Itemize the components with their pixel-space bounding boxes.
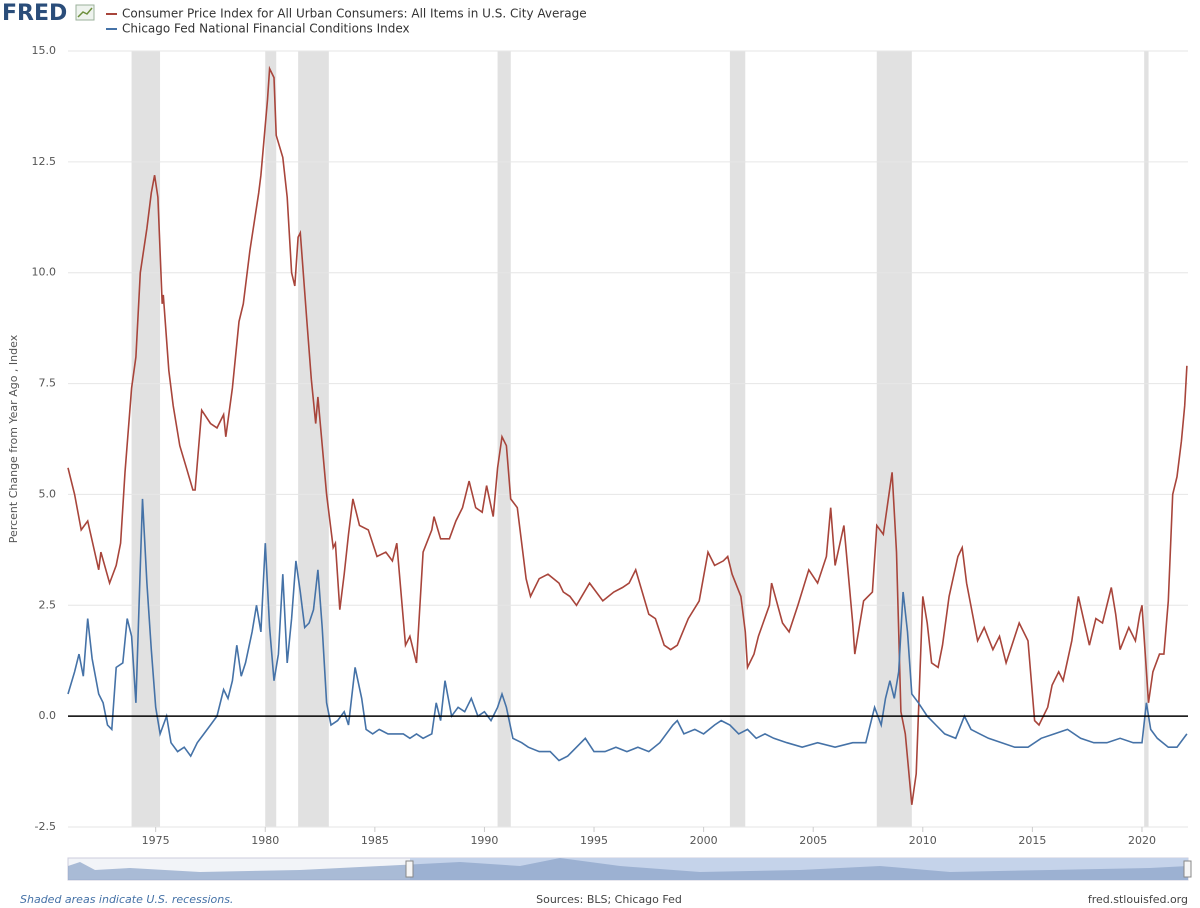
navigator[interactable] [67, 857, 1192, 881]
y-tick-label: 10.0 [32, 266, 57, 279]
series-line [67, 65, 1188, 805]
recession-band [1144, 51, 1149, 827]
y-tick-label: 12.5 [32, 155, 57, 168]
legend-label[interactable]: Consumer Price Index for All Urban Consu… [122, 7, 587, 21]
x-tick-label: 2005 [799, 834, 827, 847]
x-tick-label: 1985 [361, 834, 389, 847]
site-link[interactable]: fred.stlouisfed.org [1088, 893, 1188, 906]
y-tick-label: 5.0 [39, 487, 57, 500]
legend-label[interactable]: Chicago Fed National Financial Condition… [122, 22, 410, 36]
x-tick-label: 1990 [470, 834, 498, 847]
x-tick-label: 1980 [251, 834, 279, 847]
x-tick-label: 2010 [909, 834, 937, 847]
logo[interactable]: FRED [2, 1, 67, 26]
y-axis-title: Percent Change from Year Ago , Index [7, 334, 20, 543]
logo-icon [75, 4, 95, 21]
y-tick-label: 0.0 [39, 709, 57, 722]
x-tick-label: 2020 [1128, 834, 1156, 847]
recession-band [265, 51, 277, 827]
navigator-series [68, 858, 1188, 880]
y-tick-label: 2.5 [39, 598, 57, 611]
x-tick-label: 1975 [142, 834, 170, 847]
x-tick-label: 2000 [690, 834, 718, 847]
recession-band [497, 51, 511, 827]
source: Sources: BLS; Chicago Fed [536, 893, 682, 906]
y-tick-label: -2.5 [35, 820, 56, 833]
footnote: Shaded areas indicate U.S. recessions. [20, 893, 233, 906]
y-tick-label: 7.5 [39, 377, 57, 390]
navigator-handle[interactable] [1183, 860, 1192, 878]
plot-area [68, 51, 1188, 827]
x-tick-label: 2015 [1018, 834, 1046, 847]
recession-band [876, 51, 912, 827]
y-tick-label: 15.0 [32, 44, 57, 57]
recession-band [729, 51, 746, 827]
recession-band [298, 51, 329, 827]
navigator-handle[interactable] [405, 860, 414, 878]
x-tick-label: 1995 [580, 834, 608, 847]
